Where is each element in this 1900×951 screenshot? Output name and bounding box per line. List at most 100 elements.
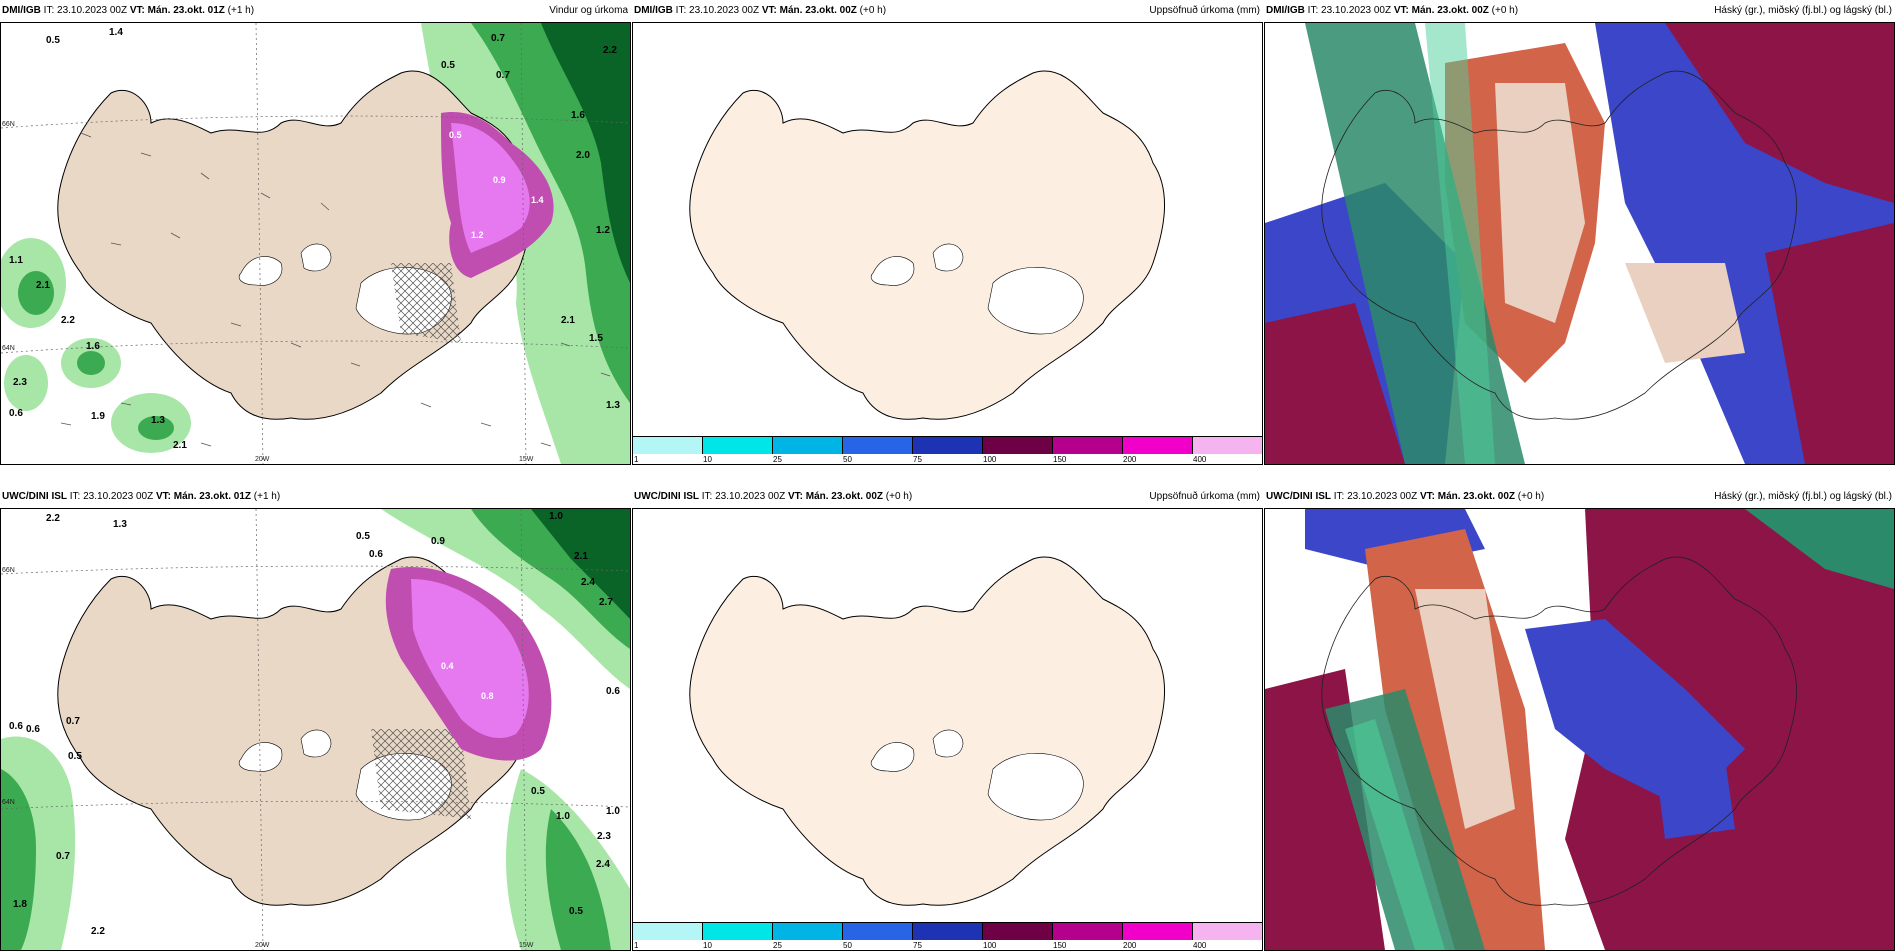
precip-value: 0.6 bbox=[606, 686, 620, 697]
axis-label: 20W bbox=[255, 456, 270, 463]
colorbar-swatch bbox=[913, 437, 983, 454]
precip-value: 1.4 bbox=[109, 27, 123, 38]
map-clouds[interactable] bbox=[1264, 508, 1895, 951]
colorbar-swatch bbox=[1053, 437, 1123, 454]
precip-value: 2.3 bbox=[597, 831, 611, 842]
colorbar-swatch bbox=[983, 437, 1053, 454]
precip-value: 0.7 bbox=[66, 716, 80, 727]
precip-value: 2.2 bbox=[91, 926, 105, 937]
precip-value: 0.9 bbox=[431, 536, 445, 547]
precip-value: 2.1 bbox=[173, 440, 187, 451]
colorbar-swatch bbox=[983, 923, 1053, 940]
precip-value: 2.1 bbox=[561, 315, 575, 326]
colorbar-swatch bbox=[1053, 923, 1123, 940]
panel-title: UWC/DINI ISL IT: 23.10.2023 00Z VT: Mán.… bbox=[1266, 491, 1545, 502]
precip-value: 2.4 bbox=[596, 859, 610, 870]
precip-value: 1.2 bbox=[596, 225, 610, 236]
panel-header: UWC/DINI ISL IT: 23.10.2023 00Z VT: Mán.… bbox=[1264, 486, 1895, 508]
precip-value: 2.0 bbox=[576, 150, 590, 161]
panel-title: DMI/IGB IT: 23.10.2023 00Z VT: Mán. 23.o… bbox=[634, 5, 887, 16]
precip-value: 0.6 bbox=[9, 721, 23, 732]
precip-value: 1.5 bbox=[589, 333, 603, 344]
colorbar-label: 10 bbox=[703, 455, 712, 464]
precip-value: 0.7 bbox=[56, 851, 70, 862]
precip-value: 0.5 bbox=[356, 531, 370, 542]
precip-value: 1.3 bbox=[606, 400, 620, 411]
panel-title: UWC/DINI ISL IT: 23.10.2023 00Z VT: Mán.… bbox=[2, 491, 281, 502]
panel-header: UWC/DINI ISL IT: 23.10.2023 00Z VT: Mán.… bbox=[0, 486, 631, 508]
panel-title: UWC/DINI ISL IT: 23.10.2023 00Z VT: Mán.… bbox=[634, 491, 913, 502]
panel-header: DMI/IGB IT: 23.10.2023 00Z VT: Mán. 23.o… bbox=[632, 0, 1263, 22]
colorbar-legend: 1 10 25 50 75 100 150 200 400 bbox=[633, 436, 1262, 464]
colorbar-label: 50 bbox=[843, 455, 852, 464]
colorbar-label: 200 bbox=[1123, 455, 1137, 464]
precip-value: 1.1 bbox=[9, 255, 23, 266]
map-wind-precip[interactable]: 2.2 1.3 0.5 0.6 0.9 1.0 2.1 2.4 2.7 0.6 … bbox=[0, 508, 631, 951]
precip-value: 2.2 bbox=[61, 315, 75, 326]
precip-value: 0.5 bbox=[531, 786, 545, 797]
colorbar-swatch bbox=[773, 437, 843, 454]
colorbar-swatch bbox=[1123, 923, 1193, 940]
panel-dmi-clouds: DMI/IGB IT: 23.10.2023 00Z VT: Mán. 23.o… bbox=[1264, 0, 1895, 465]
precip-value: 0.9 bbox=[493, 175, 506, 185]
map-accum-precip[interactable]: 1 10 25 50 75 100 150 200 400 bbox=[632, 22, 1263, 465]
panel-product: Uppsöfnuð úrkoma (mm) bbox=[1149, 491, 1260, 502]
panel-title: DMI/IGB IT: 23.10.2023 00Z VT: Mán. 23.o… bbox=[1266, 5, 1519, 16]
colorbar-label: 1 bbox=[634, 455, 639, 464]
precip-value: 0.5 bbox=[449, 130, 462, 140]
colorbar-swatch bbox=[773, 923, 843, 940]
precip-value: 1.0 bbox=[556, 811, 570, 822]
colorbar-label: 25 bbox=[773, 941, 782, 950]
colorbar-swatch bbox=[703, 437, 773, 454]
axis-label: 66N bbox=[2, 121, 15, 128]
iceland-outline bbox=[1321, 70, 1797, 420]
panel-header: UWC/DINI ISL IT: 23.10.2023 00Z VT: Mán.… bbox=[632, 486, 1263, 508]
precip-value: 1.6 bbox=[571, 110, 585, 121]
map-clouds[interactable] bbox=[1264, 22, 1895, 465]
panel-product: Háský (gr.), miðský (fj.bl.) og lágský (… bbox=[1714, 5, 1892, 16]
precip-value: 1.6 bbox=[86, 341, 100, 352]
panel-dmi-wind-precip: DMI/IGB IT: 23.10.2023 00Z VT: Mán. 23.o… bbox=[0, 0, 631, 465]
precip-value: 0.5 bbox=[441, 60, 455, 71]
precip-value: 1.8 bbox=[13, 899, 27, 910]
axis-label: 20W bbox=[255, 942, 270, 949]
map-wind-precip[interactable]: 0.5 1.4 0.5 0.7 0.7 2.2 1.6 2.0 1.2 2.1 … bbox=[0, 22, 631, 465]
precip-value: 1.3 bbox=[113, 519, 127, 530]
panel-title: DMI/IGB IT: 23.10.2023 00Z VT: Mán. 23.o… bbox=[2, 5, 255, 16]
axis-label: 15W bbox=[519, 456, 534, 463]
iceland-outline bbox=[689, 70, 1165, 420]
axis-label: 66N bbox=[2, 567, 15, 574]
panel-dmi-accum-precip: DMI/IGB IT: 23.10.2023 00Z VT: Mán. 23.o… bbox=[632, 0, 1263, 465]
panel-uwc-wind-precip: UWC/DINI ISL IT: 23.10.2023 00Z VT: Mán.… bbox=[0, 486, 631, 951]
colorbar-swatch bbox=[1123, 437, 1193, 454]
axis-label: 15W bbox=[519, 942, 534, 949]
colorbar-swatch bbox=[913, 923, 983, 940]
colorbar-swatch bbox=[843, 923, 913, 940]
panel-uwc-clouds: UWC/DINI ISL IT: 23.10.2023 00Z VT: Mán.… bbox=[1264, 486, 1895, 951]
precip-value: 2.1 bbox=[574, 551, 588, 562]
precip-value: 0.6 bbox=[369, 549, 383, 560]
colorbar-label: 150 bbox=[1053, 455, 1067, 464]
precip-value: 0.6 bbox=[9, 408, 23, 419]
panel-header: DMI/IGB IT: 23.10.2023 00Z VT: Mán. 23.o… bbox=[0, 0, 631, 22]
axis-label: 64N bbox=[2, 345, 15, 352]
precip-value: 0.7 bbox=[496, 70, 510, 81]
precip-value: 2.3 bbox=[13, 377, 27, 388]
precip-value: 0.4 bbox=[441, 661, 454, 671]
colorbar-label: 200 bbox=[1123, 941, 1137, 950]
precip-value: 2.7 bbox=[599, 597, 613, 608]
precip-value: 1.4 bbox=[531, 195, 544, 205]
colorbar-label: 1 bbox=[634, 941, 639, 950]
precip-value: 2.2 bbox=[603, 45, 617, 56]
map-accum-precip[interactable]: 1 10 25 50 75 100 150 200 400 bbox=[632, 508, 1263, 951]
precip-value: 1.0 bbox=[549, 511, 563, 522]
precip-value: 1.9 bbox=[91, 411, 105, 422]
colorbar-label: 10 bbox=[703, 941, 712, 950]
axis-label: 64N bbox=[2, 799, 15, 806]
panel-product: Vindur og úrkoma bbox=[549, 5, 628, 16]
colorbar-legend: 1 10 25 50 75 100 150 200 400 bbox=[633, 922, 1262, 950]
colorbar-swatch bbox=[843, 437, 913, 454]
colorbar-label: 100 bbox=[983, 941, 997, 950]
colorbar-swatch bbox=[633, 437, 703, 454]
precip-value: 2.4 bbox=[581, 577, 595, 588]
